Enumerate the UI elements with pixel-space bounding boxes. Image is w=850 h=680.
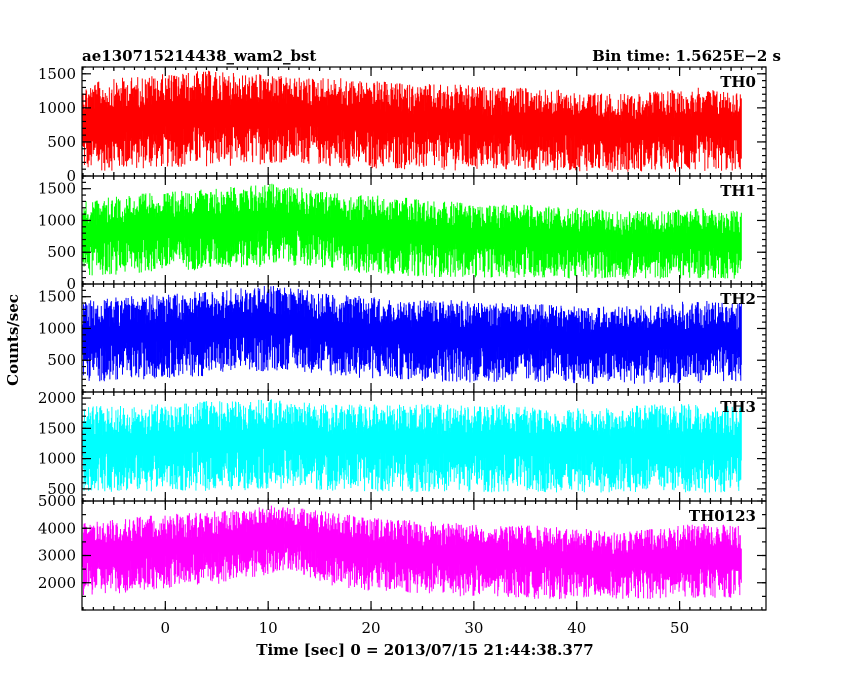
panel-th3: 500 1000 1500 2000 TH3 xyxy=(38,389,767,502)
panel-th0123: 2000 3000 4000 5000 TH0123 xyxy=(38,492,767,611)
x-axis-label: Time [sec] 0 = 2013/07/15 21:44:38.377 xyxy=(256,641,593,659)
y-tick-label: 500 xyxy=(47,480,76,498)
panel-label-th2: TH2 xyxy=(720,290,756,308)
panel-label-th0: TH0 xyxy=(720,73,756,91)
y-tick-label: 0 xyxy=(66,275,76,293)
y-tick-label: 1500 xyxy=(38,288,76,306)
y-tick-label: 1500 xyxy=(38,419,76,437)
y-tick-label: 4000 xyxy=(38,519,76,537)
x-tick-label: 20 xyxy=(361,619,380,637)
x-axis: 0 10 20 30 40 50 xyxy=(161,619,690,637)
y-tick-label: 1000 xyxy=(38,450,76,468)
y-tick-label: 5000 xyxy=(38,492,76,510)
series-th3 xyxy=(82,399,742,493)
y-tick-label: 1000 xyxy=(38,211,76,229)
panel-label-th3: TH3 xyxy=(720,398,756,416)
bin-time-label: Bin time: 1.5625E−2 s xyxy=(592,47,781,65)
y-tick-label: 1000 xyxy=(38,99,76,117)
x-tick-label: 0 xyxy=(161,619,171,637)
series-th0123 xyxy=(82,505,742,600)
panel-th1: 0 500 1000 1500 TH1 xyxy=(38,175,767,293)
y-tick-label: 1500 xyxy=(38,65,76,83)
chart-title: ae130715214438_wam2_bst xyxy=(82,47,316,65)
y-tick-label: 500 xyxy=(47,351,76,369)
x-tick-label: 10 xyxy=(259,619,278,637)
y-tick-label: 3000 xyxy=(38,547,76,565)
y-tick-label: 500 xyxy=(47,243,76,261)
x-tick-label: 30 xyxy=(464,619,483,637)
series-th1 xyxy=(82,183,742,279)
y-tick-label: 0 xyxy=(66,167,76,185)
y-axis-label: Counts/sec xyxy=(4,294,22,386)
panel-label-th0123: TH0123 xyxy=(689,507,756,525)
series-th0 xyxy=(82,70,742,172)
panel-th0: 0 500 1000 1500 TH0 xyxy=(38,65,767,185)
panel-th2: 500 1000 1500 TH2 xyxy=(38,283,767,393)
panels: 0 500 1000 1500 TH0 0 500 1000 1500 TH1 500 1000 150… xyxy=(38,65,767,611)
panel-label-th1: TH1 xyxy=(720,182,756,200)
y-tick-label: 2000 xyxy=(38,574,76,592)
y-tick-label: 1500 xyxy=(38,180,76,198)
y-tick-label: 1000 xyxy=(38,319,76,337)
y-tick-label: 500 xyxy=(47,133,76,151)
series-th2 xyxy=(82,286,742,384)
x-tick-label: 50 xyxy=(670,619,689,637)
x-tick-label: 40 xyxy=(567,619,586,637)
y-tick-label: 2000 xyxy=(38,389,76,407)
